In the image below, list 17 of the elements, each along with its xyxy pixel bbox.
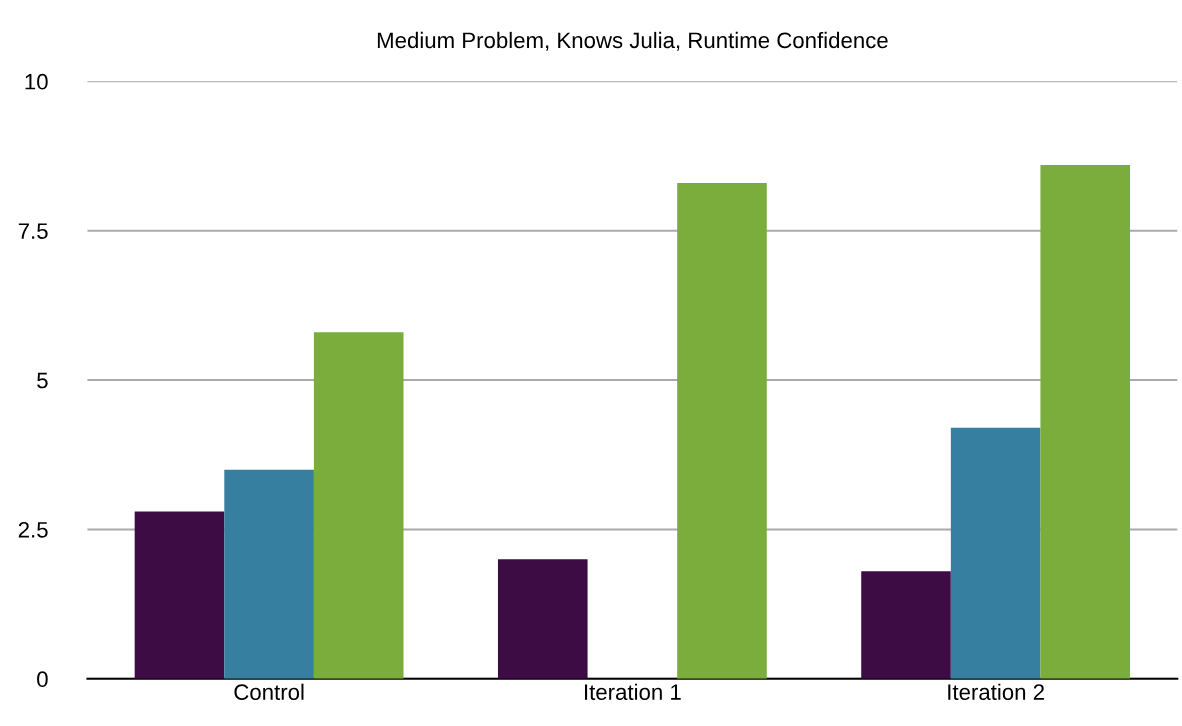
bar [497,559,588,679]
bar [313,332,404,679]
x-tick-label: Iteration 2 [948,683,1044,700]
bar [1040,164,1131,679]
bar [224,469,314,679]
bar [677,182,767,679]
bar [950,427,1041,679]
y-tick-label: 5 [37,372,48,389]
bar [861,571,951,679]
y-tick-label: 10 [25,73,48,90]
chart-title: Medium Problem, Knows Julia, Runtime Confidence [377,31,888,51]
y-tick-label: 7.5 [18,223,48,239]
bar [134,511,225,679]
y-tick-label: 0 [37,671,48,688]
x-tick-label: Iteration 1 [585,683,681,700]
y-tick-label: 2.5 [18,521,48,538]
x-tick-label: Control [234,683,304,700]
